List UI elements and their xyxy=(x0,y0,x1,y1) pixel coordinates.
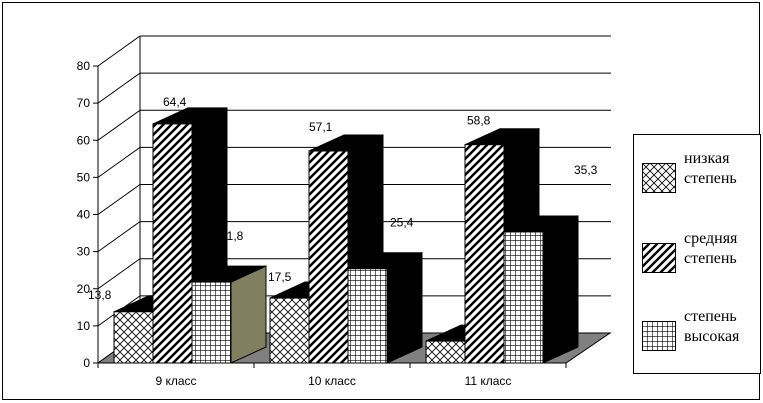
legend-item-low: низкая степень xyxy=(642,149,762,203)
data-label: 57,1 xyxy=(309,120,333,134)
data-label: 25,4 xyxy=(390,216,414,230)
data-label: 64,4 xyxy=(163,95,187,109)
x-tick-label: 10 класс xyxy=(308,374,356,388)
legend-swatch-low xyxy=(642,163,676,193)
legend-swatch-medium xyxy=(642,243,676,273)
wall-gridline-side xyxy=(97,72,141,104)
bar xyxy=(347,268,388,364)
bar xyxy=(152,123,193,364)
bar xyxy=(269,297,310,364)
wall-gridline-side xyxy=(97,184,141,215)
legend-label-low: низкая степень xyxy=(684,150,737,187)
bar-side xyxy=(230,265,267,364)
bar-side xyxy=(542,215,579,364)
data-label: 17,5 xyxy=(268,270,292,284)
bar xyxy=(113,311,154,364)
y-tick-label: 50 xyxy=(77,170,91,184)
data-label: 5,9 xyxy=(396,317,413,331)
legend-swatch-high xyxy=(642,321,676,351)
x-tick-label: 9 класс xyxy=(155,374,196,388)
legend-label-medium: средняя степень xyxy=(684,230,738,267)
y-tick-label: 10 xyxy=(77,319,91,333)
y-tick-label: 40 xyxy=(77,208,91,222)
y-tick-label: 30 xyxy=(77,245,91,259)
wall-gridline-side xyxy=(97,35,141,67)
bar xyxy=(464,144,505,364)
legend-item-medium: средняя степень xyxy=(642,229,762,283)
bar xyxy=(308,150,349,364)
legend: низкая степень средняя степень степень в… xyxy=(633,134,761,374)
legend-label-high: степень высокая xyxy=(684,308,740,345)
data-labels: 13,8 64,4 21,8 17,5 57,1 25,4 5,9 58,8 35,3 xyxy=(88,95,598,331)
legend-item-high: степень высокая xyxy=(642,307,762,361)
y-tick-label: 70 xyxy=(77,96,91,110)
wall-gridline-side xyxy=(97,221,141,253)
data-label: 58,8 xyxy=(467,114,491,128)
wall-gridline-side xyxy=(97,258,141,290)
wall-gridline-side xyxy=(97,109,141,141)
data-label: 21,8 xyxy=(220,229,244,243)
bar xyxy=(425,340,466,364)
wall-gridline-side xyxy=(97,146,141,178)
y-tick-label: 60 xyxy=(77,133,91,147)
y-tick-label: 20 xyxy=(77,282,91,296)
bar xyxy=(503,231,544,364)
bars xyxy=(113,107,579,364)
y-tick-label: 0 xyxy=(83,356,90,370)
data-label: 13,8 xyxy=(88,288,112,302)
bar xyxy=(191,281,232,364)
data-label: 35,3 xyxy=(574,163,598,177)
bar-side xyxy=(386,251,423,364)
y-tick-label: 80 xyxy=(77,59,91,73)
x-tick-label: 11 класс xyxy=(465,374,512,388)
